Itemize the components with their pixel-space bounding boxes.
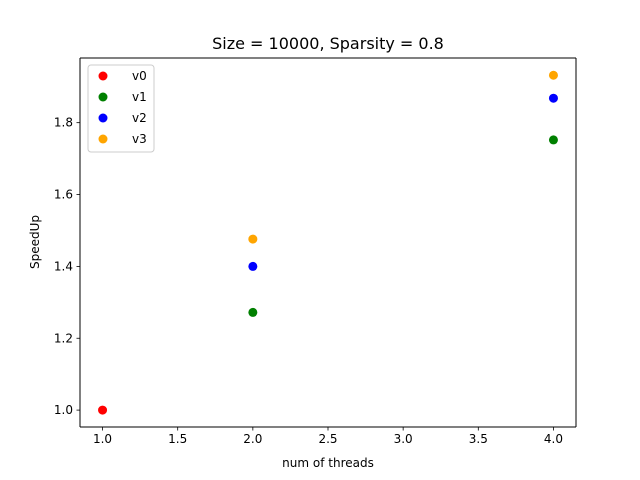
legend-marker-v0: [98, 71, 108, 81]
chart-title: Size = 10000, Sparsity = 0.8: [212, 34, 444, 53]
data-point-v2: [248, 261, 258, 271]
x-tick-label: 3.5: [469, 432, 488, 446]
data-point-v2: [548, 93, 558, 103]
y-tick-label: 1.2: [54, 331, 73, 345]
legend-marker-v2: [98, 113, 108, 123]
legend-marker-v3: [98, 134, 108, 144]
y-tick-label: 1.4: [54, 259, 73, 273]
y-tick-label: 1.6: [54, 188, 73, 202]
data-point-v1: [548, 135, 558, 145]
data-points: [98, 70, 558, 415]
y-tick-label: 1.0: [54, 403, 73, 417]
x-axis-ticks: 1.0 1.5 2.0 2.5 3.0 3.5 4.0: [93, 427, 563, 446]
legend-label-v1: v1: [132, 90, 147, 104]
data-point-v0: [98, 405, 108, 415]
legend-label-v3: v3: [132, 132, 147, 146]
legend-label-v0: v0: [132, 69, 147, 83]
data-point-v1: [248, 307, 258, 317]
x-tick-label: 1.0: [93, 432, 112, 446]
plot-area: [80, 58, 576, 427]
x-tick-label: 3.0: [394, 432, 413, 446]
data-point-v3: [248, 234, 258, 244]
x-axis-label: num of threads: [282, 456, 374, 470]
y-tick-label: 1.8: [54, 116, 73, 130]
y-axis-ticks: 1.0 1.2 1.4 1.6 1.8: [54, 116, 80, 417]
x-tick-label: 2.5: [318, 432, 337, 446]
legend-marker-v1: [98, 92, 108, 102]
legend-frame: [87, 64, 155, 153]
y-axis-label: SpeedUp: [28, 215, 42, 269]
x-tick-label: 4.0: [544, 432, 563, 446]
x-tick-label: 1.5: [168, 432, 187, 446]
data-point-v3: [548, 70, 558, 80]
x-tick-label: 2.0: [243, 432, 262, 446]
legend: v0 v1 v2 v3: [87, 64, 155, 153]
legend-label-v2: v2: [132, 111, 147, 125]
